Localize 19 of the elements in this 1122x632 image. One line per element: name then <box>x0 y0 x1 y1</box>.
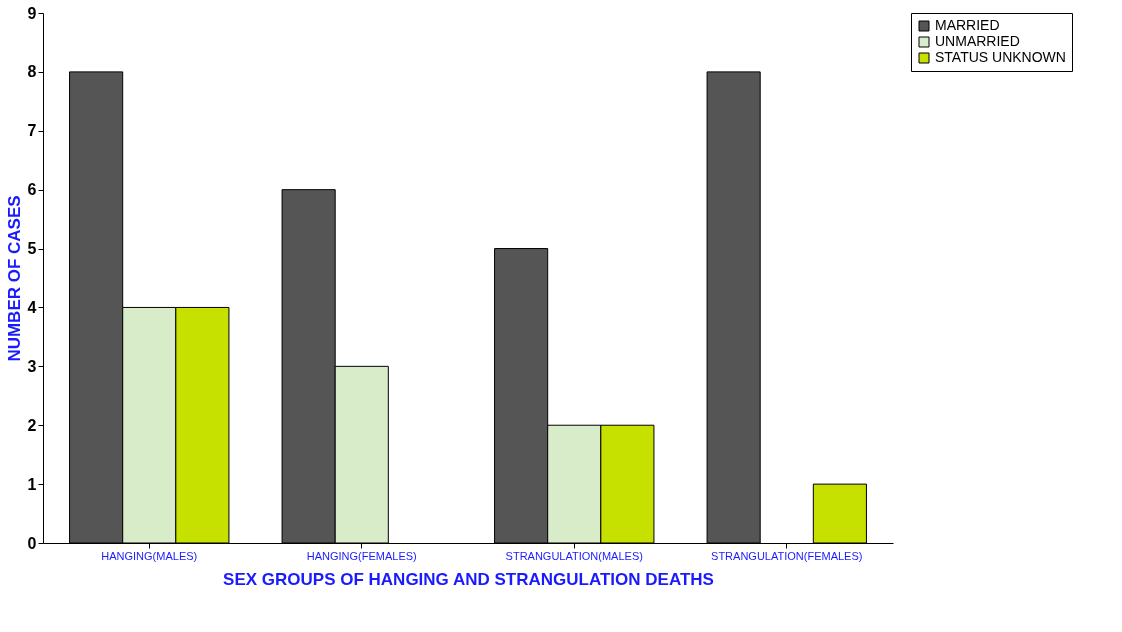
y-tick-label: 3 <box>27 357 37 375</box>
y-tick-label: 8 <box>27 63 37 81</box>
x-axis-title: SEX GROUPS OF HANGING AND STRANGULATION DEATHS <box>223 569 714 589</box>
y-axis-title: NUMBER OF CASES <box>4 195 24 362</box>
y-tick-label: 7 <box>27 122 37 140</box>
legend-label: MARRIED <box>935 17 1000 33</box>
y-tick-label: 1 <box>27 475 37 493</box>
y-tick-label: 5 <box>27 240 37 258</box>
y-tick-label: 0 <box>27 534 37 552</box>
legend-label: UNMARRIED <box>935 33 1020 49</box>
x-tick-label: HANGING(FEMALES) <box>306 549 417 562</box>
y-tick-label: 9 <box>27 4 37 22</box>
y-tick-label: 2 <box>27 416 37 434</box>
legend-label: STATUS UNKNOWN <box>935 49 1066 65</box>
y-tick-label: 6 <box>27 181 37 199</box>
y-tick-label: 4 <box>27 298 37 316</box>
x-tick-label: HANGING(MALES) <box>101 549 198 562</box>
x-tick-label: STRANGULATION(FEMALES) <box>711 549 863 562</box>
x-tick-label: STRANGULATION(MALES) <box>505 549 643 562</box>
